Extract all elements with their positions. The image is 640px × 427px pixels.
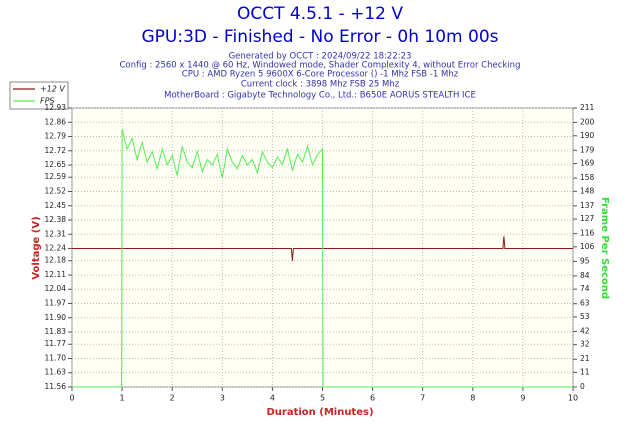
y2-tick-label: 137 [580,201,595,210]
y-tick-label: 12.65 [45,160,67,169]
y2-tick-label: 21 [580,354,590,363]
y-tick-label: 12.18 [45,256,67,265]
y2-tick-label: 84 [580,271,590,280]
y-tick-label: 12.86 [45,117,67,126]
y-tick-label: 12.52 [45,186,67,195]
y-tick-label: 11.97 [45,299,67,308]
y-tick-label: 11.83 [45,327,67,336]
y2-axis-title: Frame Per Second [599,197,610,299]
x-tick-label: 5 [320,394,325,403]
chart-subtitle: GPU:3D - Finished - No Error - 0h 10m 00… [141,27,498,47]
y-tick-label: 12.31 [45,229,67,238]
legend-label: +12 V [40,85,65,94]
y-tick-label: 12.38 [45,215,67,224]
y-tick-label: 12.72 [45,146,67,155]
y2-tick-label: 200 [580,118,595,127]
y-tick-label: 11.70 [45,353,67,362]
y2-tick-label: 106 [580,242,595,251]
y2-tick-label: 127 [580,214,595,223]
y-axis-title: Voltage (V) [31,216,42,279]
y-tick-label: 12.45 [45,201,67,210]
x-axis-title: Duration (Minutes) [266,407,373,418]
y2-tick-label: 169 [580,159,595,168]
x-tick-label: 10 [568,394,578,403]
info-line: MotherBoard : Gigabyte Technology Co., L… [164,91,476,101]
info-line: Generated by OCCT : 2024/09/22 18:22:23 [229,52,412,62]
y2-tick-label: 53 [580,312,590,321]
y-tick-label: 11.63 [45,368,67,377]
y2-tick-label: 32 [580,340,590,349]
series-line [72,129,573,388]
y-tick-label: 12.04 [45,284,67,293]
y-tick-label: 11.56 [45,382,67,391]
y2-tick-label: 42 [580,326,590,335]
y2-tick-label: 116 [580,229,595,238]
y-tick-label: 12.59 [45,172,67,181]
legend [9,81,69,110]
y-tick-label: 12.79 [45,132,67,141]
x-tick-label: 2 [170,394,175,403]
info-line: Current clock : 3898 Mhz FSB 25 Mhz [241,80,400,90]
y2-tick-label: 11 [580,367,590,376]
y2-tick-label: 211 [580,103,595,112]
x-tick-label: 7 [420,394,425,403]
y2-tick-label: 0 [580,382,585,391]
x-tick-label: 8 [470,394,475,403]
series-line [72,236,573,261]
x-tick-label: 4 [270,394,275,403]
y2-tick-label: 158 [580,173,595,182]
x-tick-label: 3 [220,394,225,403]
y2-tick-label: 63 [580,299,590,308]
y2-tick-label: 179 [580,145,595,154]
x-tick-label: 6 [370,394,375,403]
info-line: Config : 2560 x 1440 @ 60 Hz, Windowed m… [120,61,521,71]
y-tick-label: 12.93 [45,103,67,112]
x-tick-label: 1 [120,394,125,403]
y2-tick-label: 190 [580,131,595,140]
y-tick-label: 11.77 [45,339,67,348]
y-tick-label: 12.11 [45,270,67,279]
y2-tick-label: 95 [580,256,590,265]
y-tick-label: 12.24 [45,244,67,253]
y-tick-label: 11.90 [45,313,67,322]
info-line: CPU : AMD Ryzen 5 9600X 6-Core Processor… [182,70,459,80]
x-tick-label: 0 [69,394,74,403]
x-tick-label: 9 [520,394,525,403]
y2-tick-label: 148 [580,186,595,195]
chart-title: OCCT 4.5.1 - +12 V [237,4,403,24]
y2-tick-label: 74 [580,284,590,293]
legend-label: FPS [40,97,55,106]
